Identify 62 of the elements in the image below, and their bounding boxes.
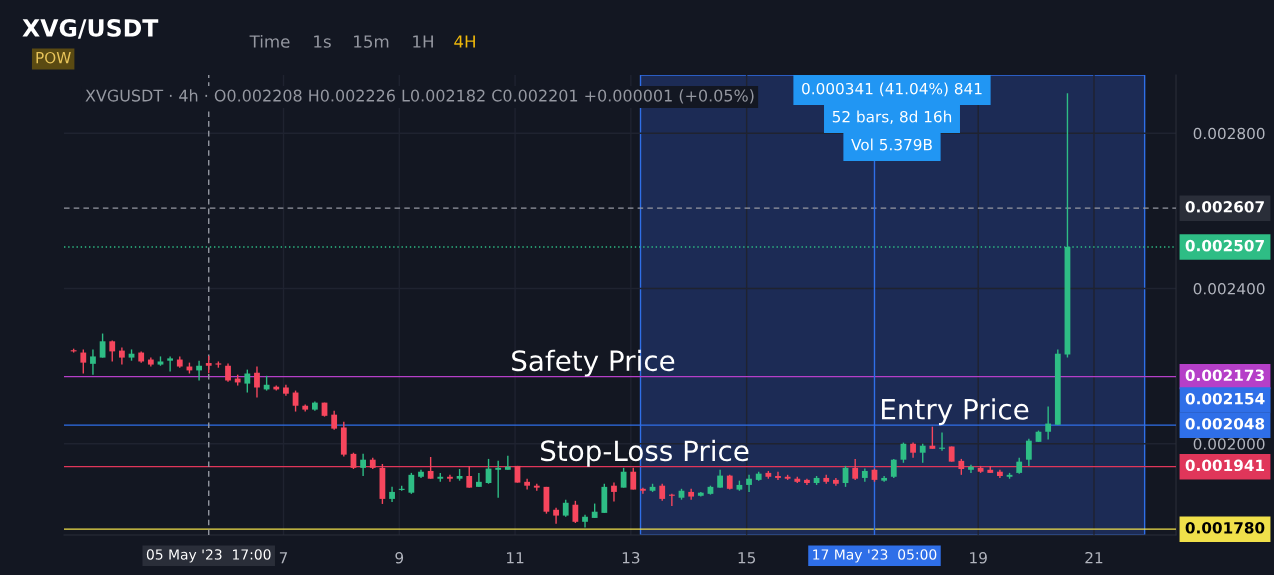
candlestick [611, 481, 617, 503]
x-tick-label: 21 [1085, 551, 1103, 564]
text: 4H [454, 35, 475, 48]
y-tick-label: 0.002800 [1193, 127, 1265, 140]
candlestick [167, 355, 174, 373]
candlestick [331, 410, 338, 431]
ref-line-label: 17 May '23 05:00 [813, 549, 937, 563]
candlestick [466, 465, 473, 489]
candlestick [447, 474, 453, 483]
candlestick [620, 467, 627, 489]
annotation: Vol 5.379B [851, 138, 932, 151]
candlestick [495, 460, 502, 499]
candlestick [929, 426, 936, 450]
y-tick-label: 0.002000 [1193, 438, 1265, 450]
candlestick [852, 458, 859, 481]
candlestick [408, 472, 415, 495]
candlestick [524, 478, 531, 491]
x-tick-label: 19 [970, 551, 987, 564]
candlestick [427, 456, 434, 480]
candlestick [504, 455, 511, 471]
x-tick-label: 9 [395, 551, 404, 564]
ref-line-label: 0.002607 [1185, 201, 1264, 213]
chart-subtitle: POW [36, 51, 71, 64]
text: Time [249, 34, 290, 48]
annotation: XVGUSDT · 4h · O0.002208 H0.002226 L0.002182 C0.002201 +0.000001 (+0.05%) [85, 89, 754, 104]
candlestick [360, 453, 366, 477]
candlestick [746, 474, 752, 493]
candlestick [572, 500, 579, 524]
x-tick-label: 7 [279, 552, 288, 564]
text: 15m [354, 35, 389, 48]
ref-line-label: 0.002507 [1185, 239, 1264, 252]
chart-title: XVG/USDT [22, 18, 159, 39]
annotation: 52 bars, 8d 16h [832, 110, 952, 124]
candlestick [1045, 405, 1052, 441]
text: 0.002154 [1185, 392, 1265, 405]
annotation: 0.000341 (41.04%) 841 [802, 82, 982, 97]
candlestick [630, 467, 637, 491]
ref-line-label: 0.002173 [1185, 369, 1264, 382]
annotation: Entry Price [882, 398, 1029, 426]
candlestick [254, 365, 260, 399]
candlestick [968, 464, 974, 474]
ref-line-label: 0.001780 [1185, 522, 1265, 534]
text: 1H [413, 35, 433, 48]
candlestick [99, 332, 106, 359]
x-tick-label: 11 [507, 552, 524, 564]
candlestick [775, 471, 781, 481]
candlestick [225, 362, 231, 383]
ref-line-label: 0.002048 [1185, 418, 1265, 430]
x-tick-label: 13 [622, 551, 640, 564]
ref-line-label: 0.001941 [1185, 459, 1265, 472]
candlestick [80, 348, 87, 375]
ref-line-label: 05 May '23 17:00 [146, 549, 271, 563]
candlestick [1025, 438, 1032, 467]
y-tick-label: 0.002400 [1193, 282, 1265, 295]
candlestick [475, 472, 482, 488]
candlestick [919, 443, 926, 464]
text: 1s [314, 35, 331, 48]
candlestick [553, 507, 559, 525]
candlestick [890, 458, 897, 479]
candlestick [244, 368, 251, 394]
x-tick-label: 15 [738, 552, 756, 564]
candlestick [90, 348, 96, 376]
